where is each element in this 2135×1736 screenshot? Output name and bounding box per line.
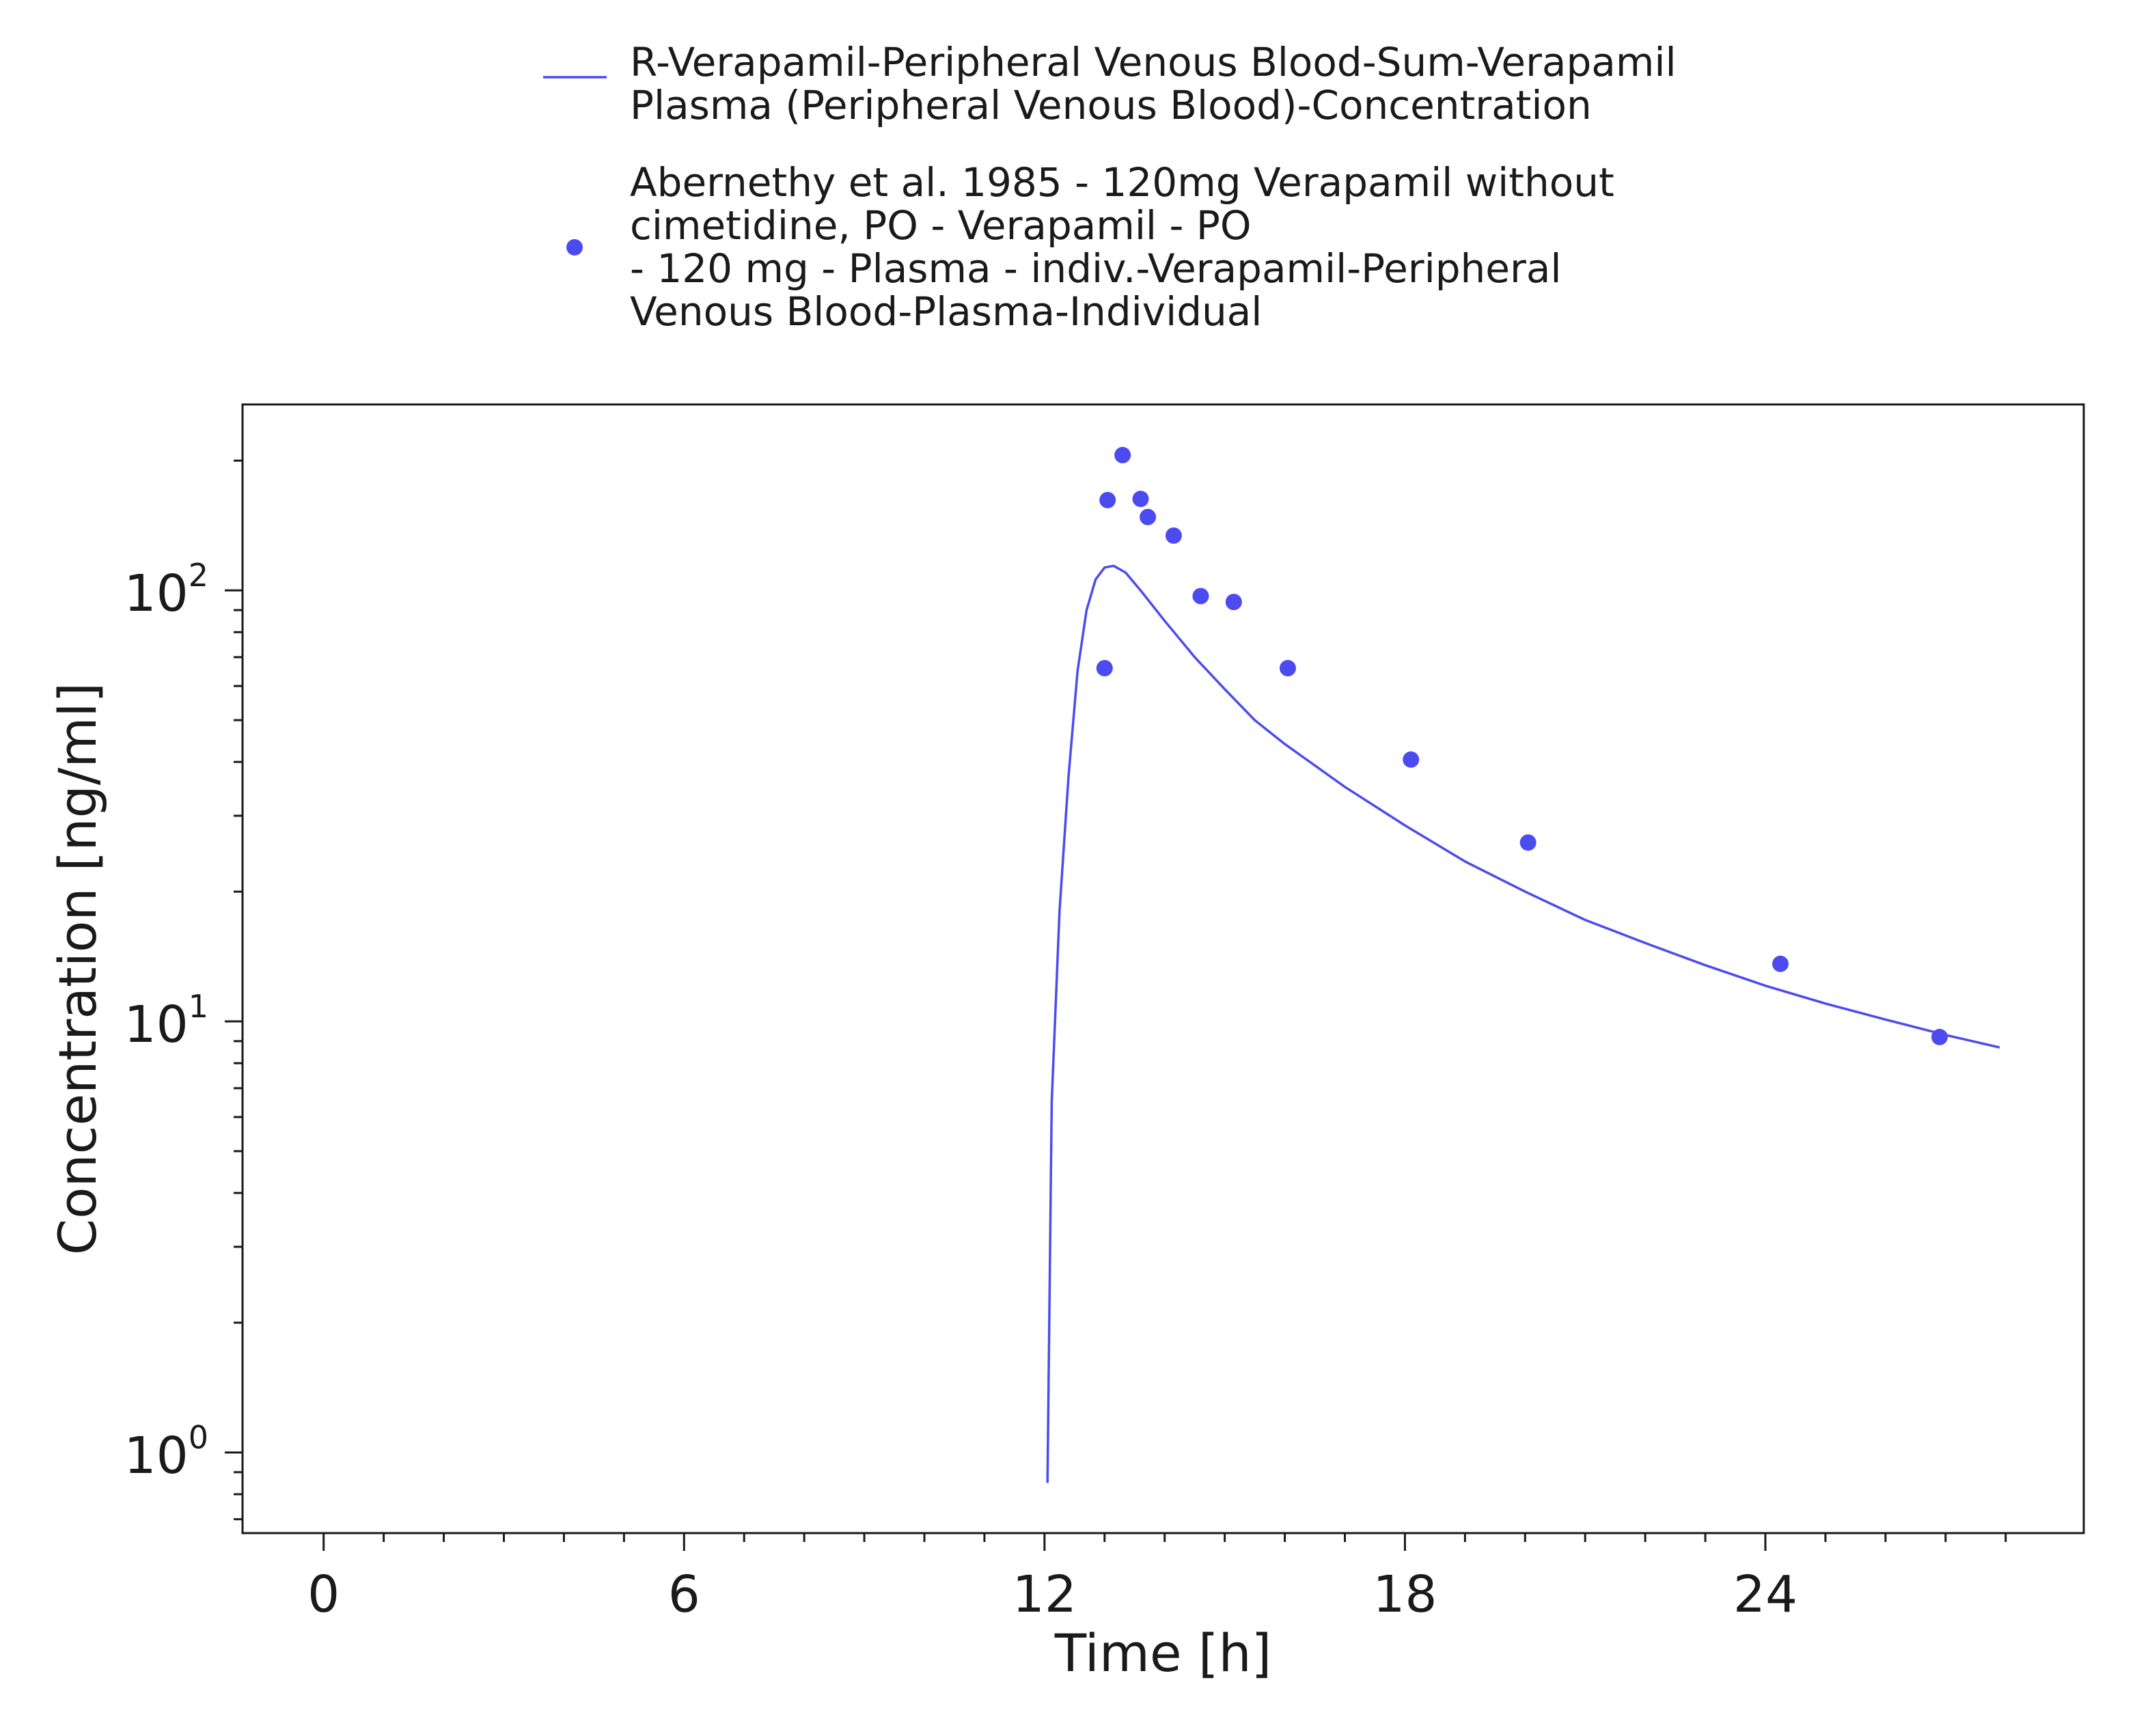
y-axis: 100 101 102 [124, 459, 243, 1521]
y-tick-label: 100 [124, 1419, 208, 1485]
data-point [1132, 491, 1149, 508]
plot-area [241, 403, 2085, 1534]
data-point [1931, 1028, 1948, 1045]
data-point [1114, 447, 1131, 464]
x-tick-label: 6 [668, 1565, 700, 1624]
x-tick-label: 18 [1373, 1565, 1437, 1624]
data-point [1225, 594, 1242, 611]
data-point [1772, 955, 1789, 972]
x-axis-title: Time [h] [1054, 1623, 1272, 1683]
y-tick-label: 102 [124, 557, 208, 623]
data-point [1140, 508, 1157, 525]
data-point [1165, 527, 1182, 544]
data-point [1096, 660, 1113, 677]
x-axis: 0 6 12 18 24 [307, 1533, 2007, 1624]
legend: R-Verapamil-Peripheral Venous Blood-Sum-… [543, 39, 1677, 335]
data-point [1403, 751, 1420, 768]
series-line-simulation [1046, 564, 2000, 1483]
data-point [1192, 588, 1209, 605]
y-tick-label: 101 [124, 988, 208, 1054]
x-tick-label: 12 [1013, 1565, 1077, 1624]
legend-entry-simulation: R-Verapamil-Peripheral Venous Blood-Sum-… [630, 39, 1677, 128]
data-point [1099, 491, 1116, 508]
x-tick-label: 0 [307, 1565, 340, 1624]
y-axis-title: Concentration [ng/ml] [47, 683, 108, 1255]
legend-marker-swatch [566, 239, 583, 256]
data-point [1519, 834, 1537, 851]
legend-entry-observed: Abernethy et al. 1985 - 120mg Verapamil … [630, 159, 1614, 335]
series-layer [1046, 447, 2000, 1483]
x-tick-label: 24 [1733, 1565, 1797, 1624]
data-point [1279, 660, 1296, 677]
